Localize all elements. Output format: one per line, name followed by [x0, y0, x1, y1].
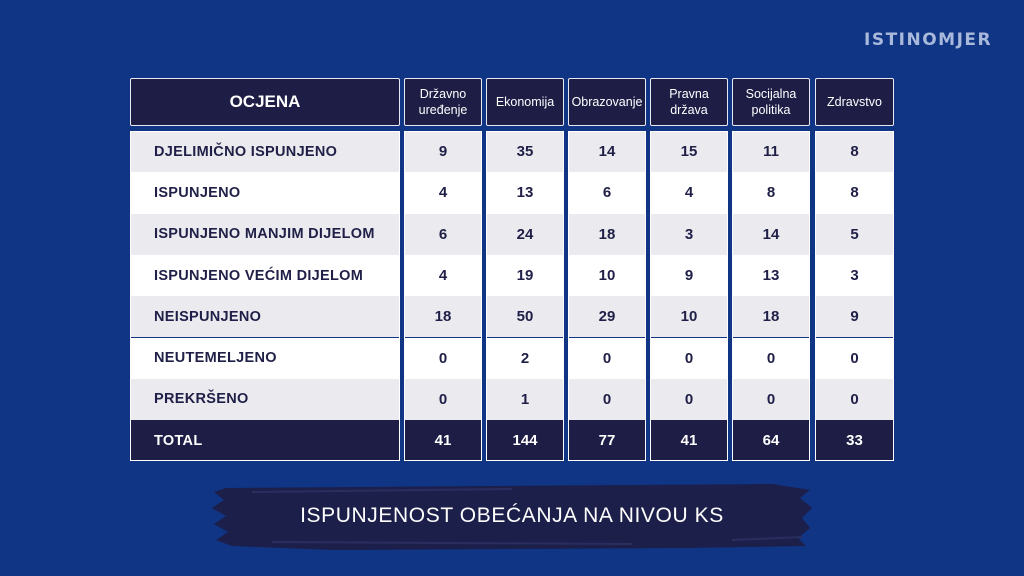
value-cell: 10	[568, 254, 646, 297]
caption-banner	[212, 484, 812, 550]
column-header: Zdravstvo	[815, 78, 894, 126]
total-cell: 77	[568, 420, 646, 462]
value-cell: 0	[815, 337, 894, 379]
value-cell: 0	[404, 378, 482, 421]
value-cell: 0	[732, 378, 810, 421]
value-cell: 13	[732, 254, 810, 297]
column-header: Pravna država	[650, 78, 728, 126]
value-cell: 1	[486, 378, 564, 421]
row-label: NEUTEMELJENO	[130, 337, 400, 379]
row-label: DJELIMIČNO ISPUNJENO	[130, 131, 400, 173]
value-cell: 6	[404, 213, 482, 255]
row-label: ISPUNJENO	[130, 172, 400, 214]
row-label: ISPUNJENO VEĆIM DIJELOM	[130, 254, 400, 297]
value-cell: 29	[568, 296, 646, 338]
value-cell: 8	[815, 131, 894, 173]
total-cell: 41	[404, 420, 482, 462]
value-cell: 18	[404, 296, 482, 338]
caption-text: ISPUNJENOST OBEĆANJA NA NIVOU KS	[300, 504, 724, 527]
value-cell: 2	[486, 337, 564, 379]
value-cell: 4	[404, 172, 482, 214]
value-cell: 9	[650, 254, 728, 297]
value-cell: 9	[815, 296, 894, 338]
value-cell: 9	[404, 131, 482, 173]
value-cell: 14	[568, 131, 646, 173]
row-label: ISPUNJENO MANJIM DIJELOM	[130, 213, 400, 255]
value-cell: 0	[568, 337, 646, 379]
value-cell: 0	[650, 337, 728, 379]
column-header: Obrazovanje	[568, 78, 646, 126]
value-cell: 0	[568, 378, 646, 421]
row-label: PREKRŠENO	[130, 378, 400, 421]
value-cell: 4	[404, 254, 482, 297]
row-label: NEISPUNJENO	[130, 296, 400, 338]
istinomjer-logo: ISTINOMJER	[864, 30, 993, 50]
value-cell: 8	[732, 172, 810, 214]
total-cell: 144	[486, 420, 564, 462]
value-cell: 14	[732, 213, 810, 255]
value-cell: 13	[486, 172, 564, 214]
value-cell: 3	[650, 213, 728, 255]
value-cell: 5	[815, 213, 894, 255]
value-cell: 15	[650, 131, 728, 173]
value-cell: 24	[486, 213, 564, 255]
value-cell: 11	[732, 131, 810, 173]
value-cell: 4	[650, 172, 728, 214]
value-cell: 8	[815, 172, 894, 214]
value-cell: 35	[486, 131, 564, 173]
value-cell: 0	[732, 337, 810, 379]
total-cell: 64	[732, 420, 810, 462]
value-cell: 19	[486, 254, 564, 297]
total-cell: 41	[650, 420, 728, 462]
value-cell: 0	[404, 337, 482, 379]
value-cell: 0	[815, 378, 894, 421]
column-header: Ekonomija	[486, 78, 564, 126]
column-header: Socijalna politika	[732, 78, 810, 126]
value-cell: 6	[568, 172, 646, 214]
value-cell: 18	[568, 213, 646, 255]
value-cell: 3	[815, 254, 894, 297]
value-cell: 0	[650, 378, 728, 421]
value-cell: 50	[486, 296, 564, 338]
value-cell: 10	[650, 296, 728, 338]
value-cell: 18	[732, 296, 810, 338]
total-cell: 33	[815, 420, 894, 462]
column-header: Državno uređenje	[404, 78, 482, 126]
total-label: TOTAL	[130, 420, 400, 462]
column-header-ocjena: OCJENA	[130, 78, 400, 126]
